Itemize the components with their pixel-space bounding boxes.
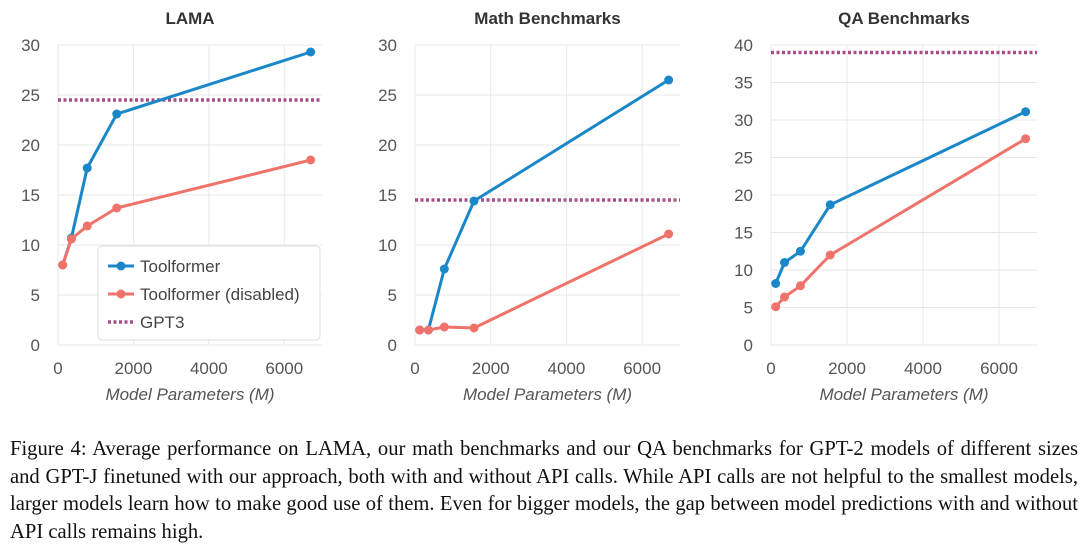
data-point [1021,134,1031,144]
y-tick-label: 20 [21,136,40,155]
y-tick-label: 5 [31,286,40,305]
legend-marker [116,289,126,299]
data-point [1021,107,1031,117]
y-tick-label: 30 [734,111,753,130]
x-tick-label: 0 [53,359,62,378]
data-point [439,264,449,274]
y-tick-label: 25 [378,86,397,105]
data-point [82,221,92,231]
data-point [66,234,76,244]
data-point [795,281,805,291]
legend-label: Toolformer (disabled) [140,285,300,304]
x-tick-label: 6000 [265,359,303,378]
y-tick-label: 25 [734,149,753,168]
x-tick-label: 2000 [472,359,510,378]
data-point [112,203,122,213]
chart-title: LAMA [165,9,214,28]
y-tick-label: 5 [388,286,397,305]
data-point [771,279,781,288]
data-point [306,47,316,57]
legend: Toolformer Toolformer (disabled) GPT3 [97,245,321,341]
y-tick-label: 5 [744,299,753,318]
y-tick-label: 40 [734,36,753,55]
data-point [58,260,68,270]
y-tick-label: 35 [734,74,753,93]
series-line-toolformer [774,110,1027,285]
x-tick-label: 0 [410,359,419,378]
y-tick-label: 15 [378,186,397,205]
series-line-toolformer [61,50,312,266]
y-tick-label: 0 [744,336,753,355]
y-tick-label: 10 [734,261,753,280]
y-tick-label: 25 [21,86,40,105]
chart-3: QA Benchmarks 0 5 10 15 20 25 30 35 40 0 2000 4000 60… [734,9,1037,404]
data-point [415,325,425,335]
legend-marker [116,261,126,271]
x-tick-label: 4000 [190,359,228,378]
data-point [82,163,92,173]
figure-caption: Figure 4: Average performance on LAMA, o… [10,438,1078,543]
x-axis-label: Model Parameters (M) [463,385,632,404]
data-point [795,246,805,256]
chart-title: Math Benchmarks [474,9,620,28]
data-point [779,258,789,267]
y-tick-label: 30 [21,36,40,55]
series-line-toolformer-disabled [419,232,670,332]
data-point [825,200,835,210]
data-point [112,109,122,119]
chart-2: Math Benchmarks 0 5 10 15 20 25 30 0 2000 4000 6000… [378,9,680,404]
x-tick-label: 4000 [548,359,586,378]
x-tick-label: 2000 [115,359,153,378]
legend-label: GPT3 [140,313,184,332]
y-tick-label: 15 [21,186,40,205]
chart-title: QA Benchmarks [838,9,970,28]
data-point [423,325,433,335]
series-line-toolformer-disabled [774,137,1027,308]
y-tick-label: 10 [378,236,397,255]
y-tick-label: 0 [31,336,40,355]
data-point [469,323,479,333]
y-tick-label: 30 [378,36,397,55]
y-tick-label: 0 [388,336,397,355]
x-tick-label: 6000 [623,359,661,378]
data-point [469,196,479,206]
data-point [306,155,316,165]
legend-box [97,245,321,341]
data-point [664,229,674,239]
y-tick-label: 20 [734,186,753,205]
y-tick-label: 10 [21,236,40,255]
data-point [779,292,789,302]
data-point [771,302,781,312]
y-tick-label: 15 [734,224,753,243]
x-tick-label: 0 [766,359,775,378]
legend-label: Toolformer [140,257,221,276]
data-point [825,250,835,260]
x-axis-label: Model Parameters (M) [819,385,988,404]
chart-1: LAMA 0 5 10 15 20 25 30 0 2000 4000 6000 Model Param… [21,9,322,404]
y-tick-label: 20 [378,136,397,155]
data-point [439,322,449,332]
x-axis-label: Model Parameters (M) [105,385,274,404]
x-tick-label: 2000 [828,359,866,378]
x-tick-label: 6000 [980,359,1018,378]
data-point [664,75,674,85]
x-tick-label: 4000 [904,359,942,378]
